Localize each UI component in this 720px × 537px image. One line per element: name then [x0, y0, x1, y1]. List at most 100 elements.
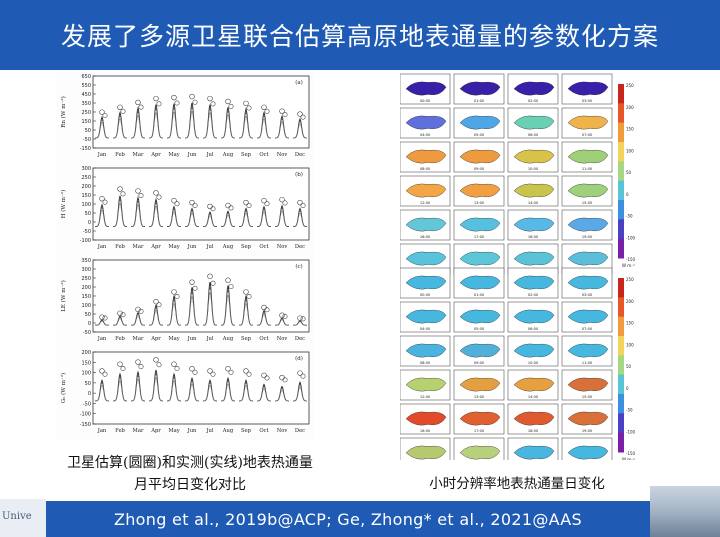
y-tick-label: -50 — [83, 401, 91, 407]
series-line — [221, 113, 235, 139]
y-axis-label: Rn (W m⁻²) — [60, 96, 67, 127]
estimate-point — [210, 101, 216, 107]
monthly-flux-figure: -150 -50 50 150 250 350 450 550 650 Rn (W m⁻²) (a)… — [57, 72, 314, 440]
colorbar-tick: 100 — [626, 342, 634, 347]
plateau-map — [459, 275, 501, 290]
map-time-label: 05:00 — [474, 133, 485, 137]
plateau-map — [567, 411, 609, 426]
plateau-map — [459, 115, 501, 130]
estimate-point — [207, 273, 213, 280]
estimate-point — [207, 368, 213, 374]
estimate-point — [246, 202, 252, 208]
series-line — [131, 315, 145, 326]
series-line — [203, 292, 217, 326]
series-line — [130, 378, 146, 402]
x-tick-label: Oct — [259, 244, 269, 250]
estimate-point — [192, 369, 198, 375]
y-tick-label: 550 — [81, 83, 91, 89]
plateau-map — [459, 445, 501, 460]
plateau-map — [405, 445, 447, 460]
series-line — [149, 205, 163, 227]
plateau-map — [459, 411, 501, 426]
plateau-map — [405, 81, 447, 96]
plateau-map — [567, 217, 609, 232]
series-line — [185, 383, 199, 402]
colorbar-segment — [618, 374, 624, 395]
plateau-map — [513, 251, 555, 266]
chart-h: -100 -50 0 50 100 150 200 250 300 H (W m⁻²) (b) Jan… — [60, 166, 310, 250]
colorbar-tick: -100 — [626, 235, 636, 240]
estimate-point — [99, 368, 105, 374]
plateau-map — [405, 217, 447, 232]
colorbar-segment — [618, 297, 624, 318]
series-line — [293, 122, 307, 139]
x-tick-label: Aug — [222, 244, 234, 250]
estimate-point — [189, 279, 195, 285]
estimate-point — [156, 302, 162, 308]
x-tick-label: Jan — [97, 152, 107, 158]
colorbar-segment — [618, 103, 624, 124]
colorbar-unit: W m⁻² — [622, 457, 635, 460]
estimate-point — [228, 103, 234, 109]
estimate-point — [99, 109, 105, 115]
x-tick-label: Mar — [133, 428, 144, 434]
colorbar-tick: 150 — [626, 321, 634, 326]
map-time-label: 01:00 — [474, 293, 485, 297]
estimate-point — [171, 197, 177, 204]
y-tick-label: 100 — [81, 202, 91, 208]
map-time-label: 09:00 — [474, 361, 485, 365]
series-line — [185, 110, 199, 139]
y-tick-label: 350 — [81, 101, 91, 107]
map-time-label: 16:00 — [420, 235, 431, 239]
chart-rn: -150 -50 50 150 250 350 450 550 650 Rn (W m⁻²) (a)… — [60, 74, 310, 158]
plateau-map — [405, 183, 447, 198]
map-time-label: 02:00 — [528, 293, 539, 297]
series-line — [113, 318, 127, 326]
series-line — [113, 118, 127, 139]
series-line — [203, 384, 217, 402]
left-caption-line2: 月平均日变化对比 — [134, 477, 246, 493]
map-time-label: 05:00 — [474, 327, 485, 331]
map-time-label: 09:00 — [474, 167, 485, 171]
estimate-point — [120, 191, 126, 197]
colorbar-tick: 50 — [626, 170, 632, 175]
footer-citation: Zhong et al., 2019b@ACP; Ge, Zhong* et a… — [113, 509, 583, 529]
estimate-point — [171, 289, 177, 295]
estimate-point — [279, 108, 285, 114]
estimate-point — [261, 197, 267, 204]
estimate-point — [117, 186, 123, 192]
plateau-map — [567, 251, 609, 266]
series-line — [167, 302, 181, 326]
colorbar-tick: 200 — [626, 299, 634, 304]
y-tick-label: 300 — [81, 166, 91, 172]
colorbar-tick: -50 — [626, 408, 633, 413]
x-tick-label: Jun — [187, 428, 197, 434]
estimate-point — [102, 112, 108, 118]
panel-rn: -150 -50 50 150 250 350 450 550 650 Rn (W m⁻²) (a)… — [57, 72, 314, 160]
map-time-label: 00:00 — [420, 293, 431, 297]
y-tick-label: 350 — [81, 258, 91, 264]
map-time-label: 18:00 — [528, 235, 539, 239]
x-tick-label: Mar — [133, 244, 144, 250]
colorbar-tick: 50 — [626, 364, 632, 369]
map-time-label: 14:00 — [528, 395, 539, 399]
campus-photo — [650, 486, 720, 537]
estimate-point — [282, 112, 288, 118]
map-time-label: 06:00 — [528, 133, 539, 137]
y-tick-label: 150 — [81, 193, 91, 199]
estimate-point — [246, 105, 252, 111]
x-tick-label: Feb — [115, 152, 125, 158]
x-tick-label: Jul — [205, 428, 213, 434]
colorbar-tick: 250 — [626, 83, 634, 88]
plot-frame — [92, 351, 310, 425]
plateau-map — [459, 251, 501, 266]
series-line — [293, 386, 307, 402]
x-tick-label: Jan — [97, 244, 107, 250]
panel-label: (d) — [295, 355, 303, 362]
series-line — [293, 212, 307, 227]
plot-frame — [92, 167, 310, 241]
left-caption-line1: 卫星估算(圆圈)和实测(实线)地表热通量 — [67, 455, 313, 471]
map-time-label: 14:00 — [528, 201, 539, 205]
plateau-map — [513, 217, 555, 232]
x-tick-label: Jul — [205, 336, 213, 342]
